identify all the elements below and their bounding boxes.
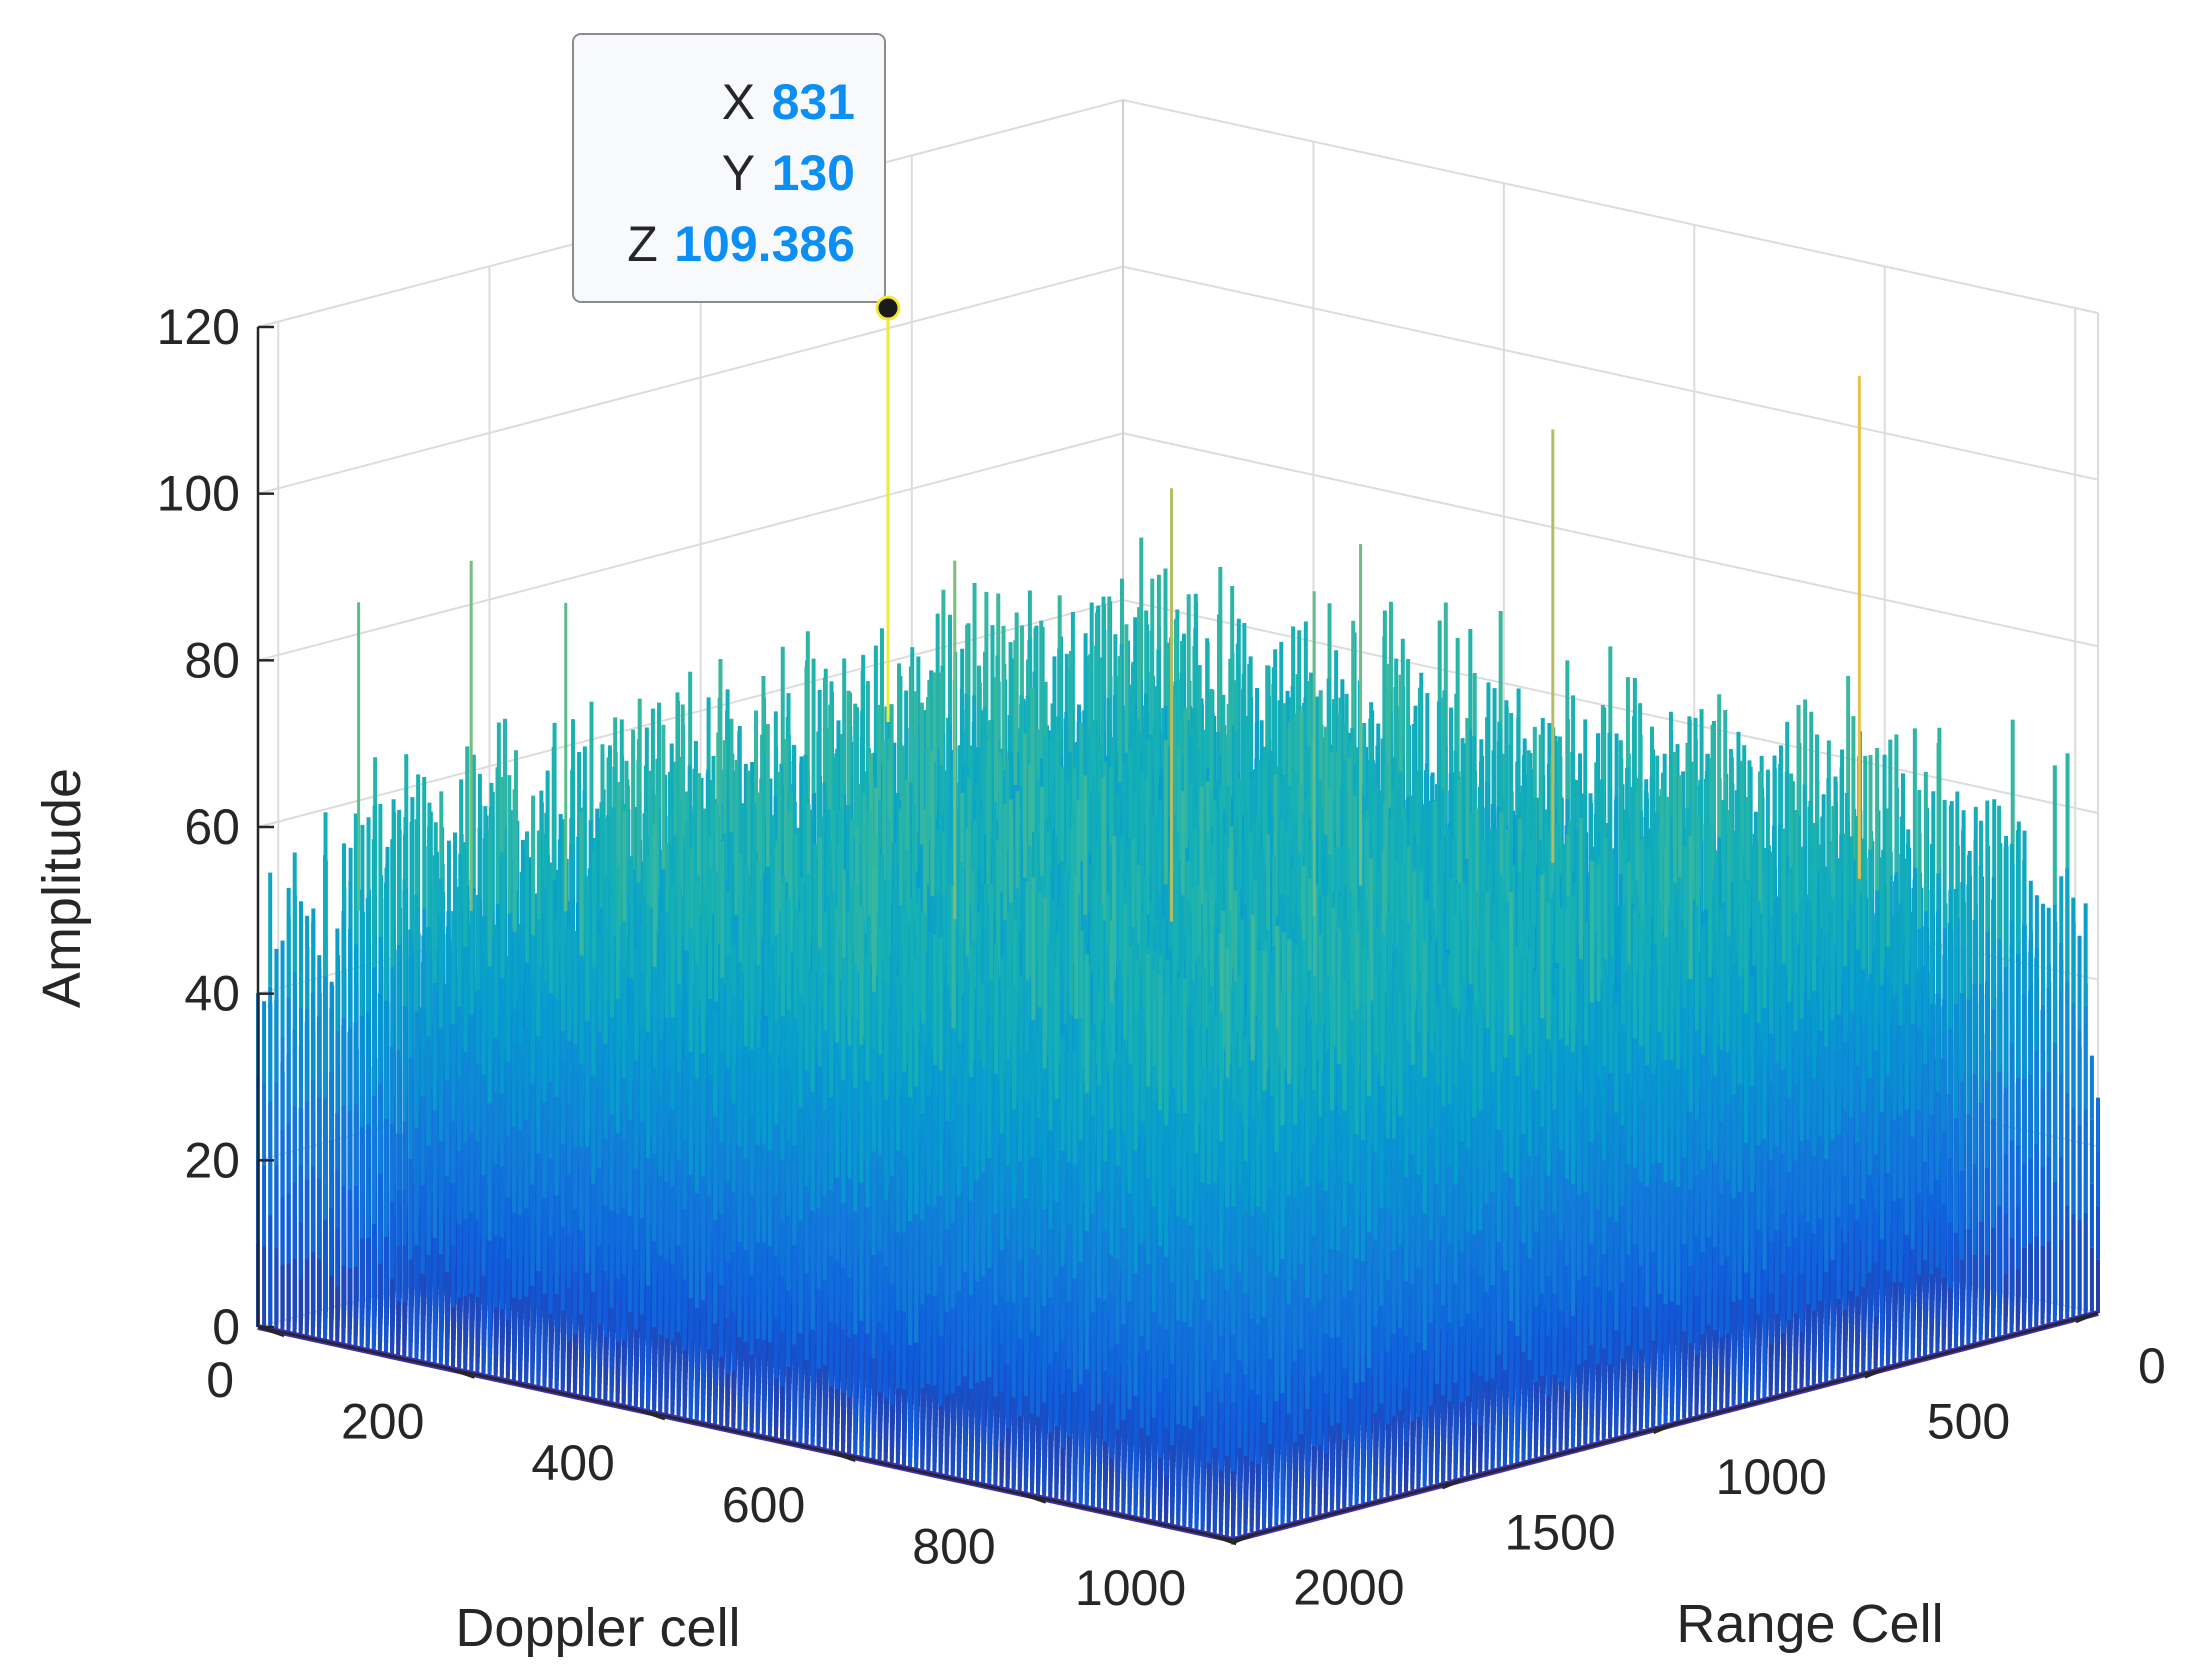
grid-line-z bbox=[258, 100, 2098, 327]
surface-plot bbox=[258, 376, 2098, 1540]
grid-line-z bbox=[258, 267, 2098, 494]
